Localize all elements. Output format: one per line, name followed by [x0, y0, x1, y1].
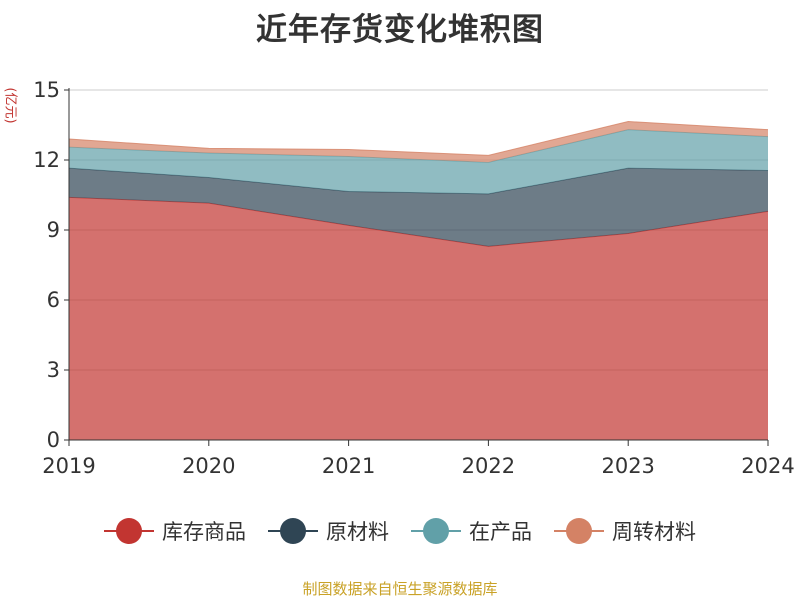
legend-item-4[interactable]: 周转材料: [554, 516, 696, 546]
data-source-note: 制图数据来自恒生聚源数据库: [302, 580, 498, 598]
x-tick-label: 2019: [42, 454, 95, 478]
legend-marker-icon: [104, 516, 154, 546]
legend-label: 在产品: [469, 520, 532, 544]
x-tick-label: 2021: [322, 454, 375, 478]
legend-label: 原材料: [326, 520, 389, 544]
y-tick-label: 9: [47, 218, 60, 242]
legend-label: 库存商品: [162, 520, 246, 544]
y-tick-label: 3: [47, 358, 60, 382]
legend-label: 周转材料: [612, 520, 696, 544]
area-series-3[interactable]: [69, 129, 768, 194]
legend-marker-icon: [554, 516, 604, 546]
y-tick-label: 12: [33, 148, 60, 172]
legend-marker-icon: [411, 516, 461, 546]
legend-item-3[interactable]: 在产品: [411, 516, 532, 546]
x-tick-label: 2022: [462, 454, 515, 478]
area-series-4[interactable]: [69, 121, 768, 163]
y-tick-label: 0: [47, 428, 60, 452]
legend-marker-icon: [268, 516, 318, 546]
legend-item-2[interactable]: 原材料: [268, 516, 389, 546]
y-tick-label: 6: [47, 288, 60, 312]
legend-item-1[interactable]: 库存商品: [104, 516, 246, 546]
series-line-4: [68, 120, 769, 156]
x-tick-label: 2024: [741, 454, 794, 478]
x-tick-label: 2023: [601, 454, 654, 478]
x-tick-label: 2020: [182, 454, 235, 478]
axes: 0 3 6 9 12 15 2019 2020 2021 2022 2023 2024: [33, 78, 794, 478]
area-series-group: [68, 120, 769, 440]
chart-title: 近年存货变化堆积图: [256, 12, 544, 48]
chart-legend: 库存商品 原材料 在产品 周转材料: [0, 516, 800, 546]
y-tick-label: 15: [33, 78, 60, 102]
area-series-1[interactable]: [69, 197, 768, 440]
area-series-2[interactable]: [69, 168, 768, 247]
